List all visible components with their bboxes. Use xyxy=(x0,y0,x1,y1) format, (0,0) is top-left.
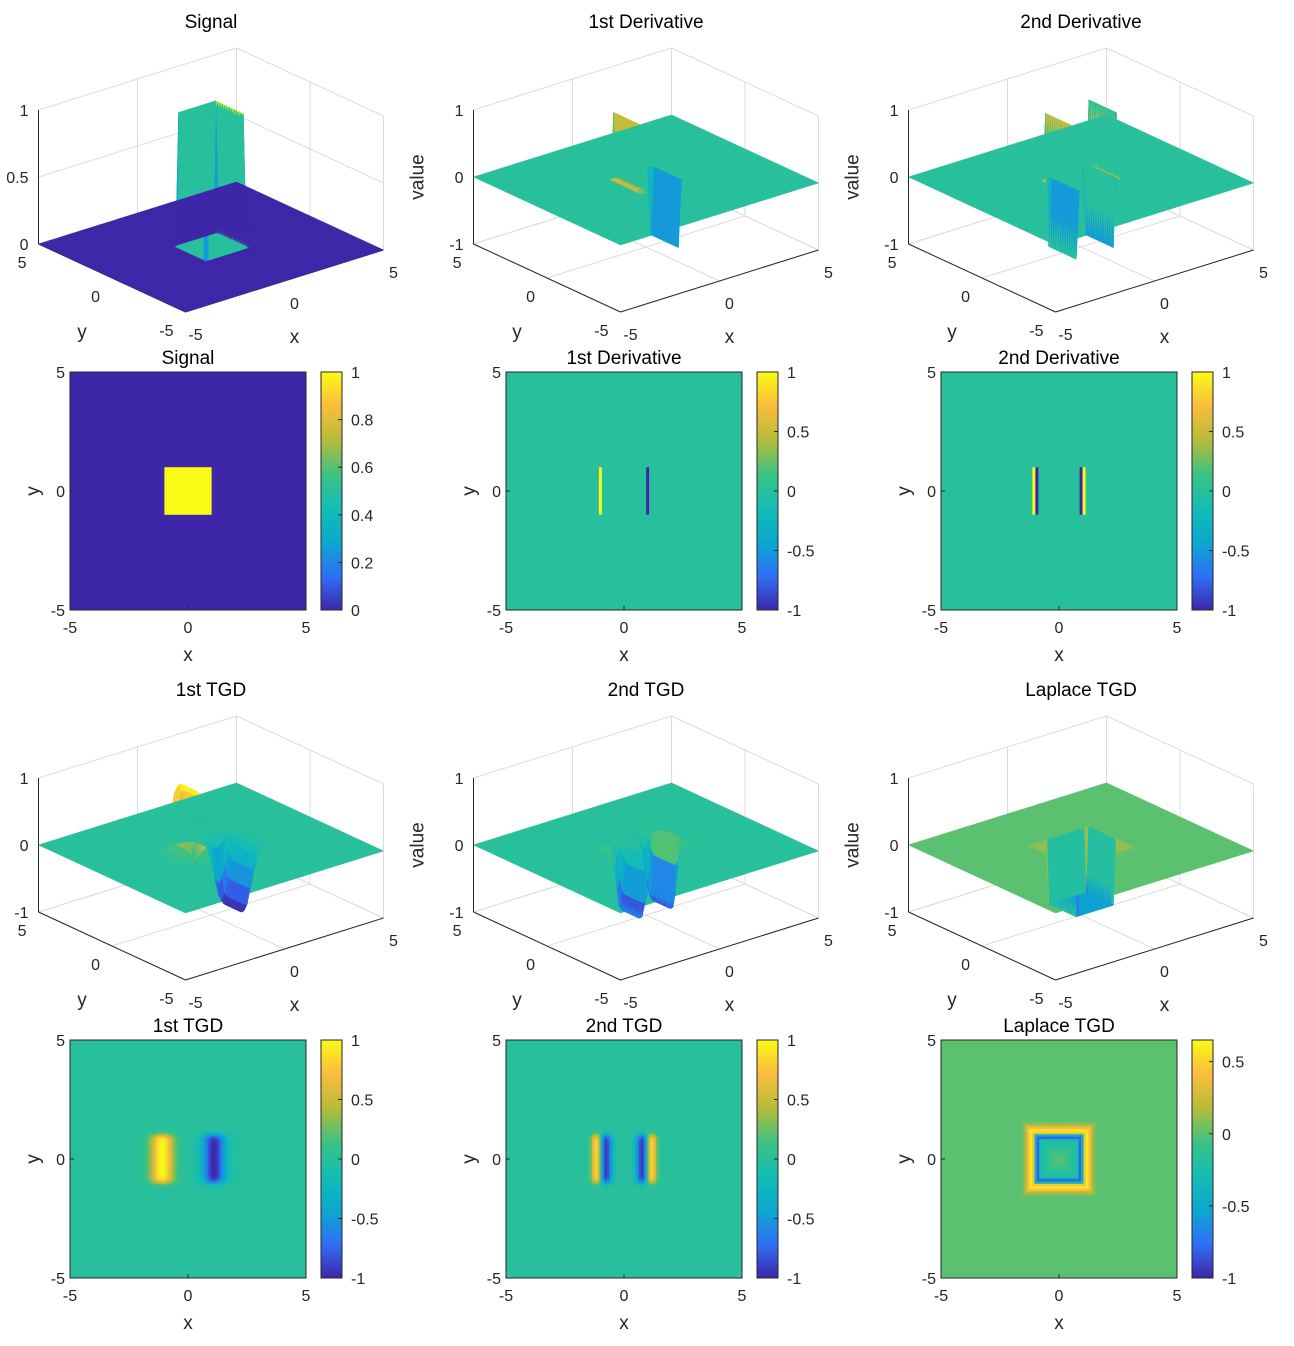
x-tick-label: -5 xyxy=(188,327,202,344)
x-axis-label: x xyxy=(290,327,300,348)
x-tick-label: 0 xyxy=(290,296,299,313)
surface-panel-p12 xyxy=(472,47,820,313)
x-axis-line xyxy=(620,249,819,313)
y-tick-label: -5 xyxy=(159,323,173,340)
surface-title: Signal xyxy=(185,12,238,33)
y-axis-line xyxy=(473,243,621,313)
y-axis-label: y xyxy=(77,322,87,343)
surface-panel-p11 xyxy=(37,47,385,313)
y-tick-label: 0 xyxy=(91,289,100,306)
z-tick-label: 0.5 xyxy=(6,170,28,187)
z-tick-label: 0 xyxy=(20,237,29,254)
z-tick-label: 1 xyxy=(20,103,29,120)
x-tick-label: 5 xyxy=(389,265,398,282)
y-tick-label: 5 xyxy=(18,255,27,272)
surface xyxy=(37,100,385,313)
